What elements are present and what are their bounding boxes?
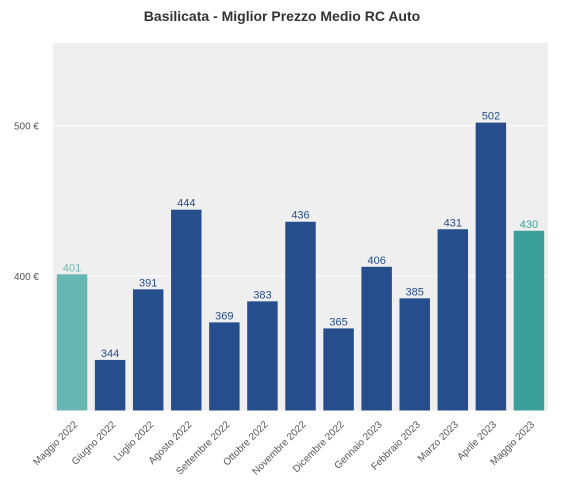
data-label: 391 (139, 277, 157, 289)
data-label: 383 (253, 289, 271, 301)
data-label: 406 (367, 255, 385, 267)
bar (399, 298, 430, 411)
data-label: 369 (215, 310, 233, 322)
data-label: 385 (406, 286, 424, 298)
bar (323, 328, 354, 411)
data-label: 344 (101, 348, 119, 360)
bar (475, 122, 507, 412)
data-label: 431 (444, 217, 462, 229)
bar (513, 230, 545, 411)
y-tick-label: 500 € (14, 122, 39, 133)
x-tick-label: Marzo 2023 (416, 419, 461, 464)
bar (247, 301, 278, 411)
bar (56, 274, 88, 411)
data-label: 436 (291, 210, 309, 222)
chart-title: Basilicata - Miglior Prezzo Medio RC Aut… (143, 8, 421, 24)
data-label: 401 (63, 262, 81, 274)
data-label: 502 (482, 111, 500, 123)
bar (94, 359, 126, 411)
bar (437, 229, 469, 411)
bar (361, 266, 392, 411)
bar (171, 209, 202, 411)
data-label: 444 (177, 198, 195, 210)
bar (209, 322, 240, 411)
data-label: 365 (329, 316, 347, 328)
data-label: 430 (520, 219, 538, 231)
bar (285, 221, 316, 411)
y-tick-label: 400 € (14, 272, 39, 283)
bar (132, 289, 164, 411)
